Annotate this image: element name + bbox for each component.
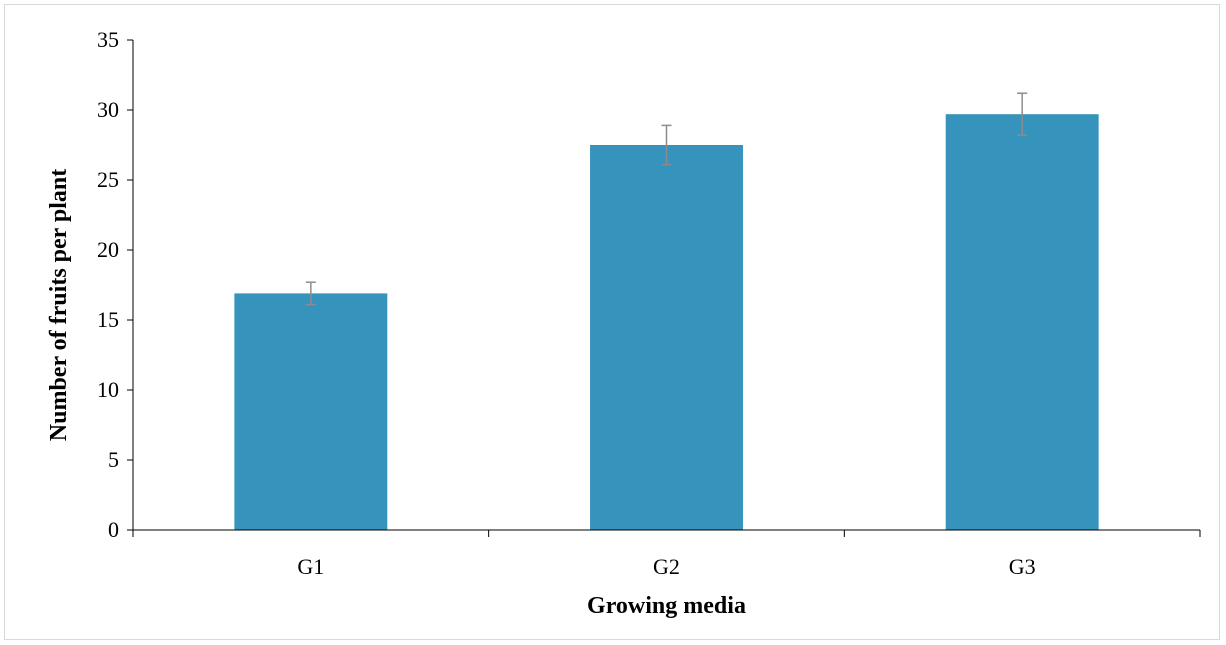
x-axis-title: Growing media (587, 593, 746, 619)
y-tick-label: 30 (97, 97, 119, 122)
axes-group (132, 40, 1200, 531)
x-tick-label: G1 (297, 554, 324, 579)
error-bars-group (305, 92, 1028, 306)
x-tick-label: G2 (653, 554, 680, 579)
y-tick-label: 0 (108, 517, 119, 542)
bars-group (234, 114, 1099, 530)
bar-g2 (590, 145, 743, 530)
y-tick-label: 10 (97, 377, 119, 402)
bar-g3 (945, 114, 1099, 530)
x-ticks-group: G1 G2 G3 (132, 530, 1201, 579)
y-tick-label: 25 (97, 167, 119, 192)
bar-g1 (234, 293, 388, 530)
y-axis-title: Number of fruits per plant (46, 169, 72, 441)
y-tick-label: 5 (108, 447, 119, 472)
x-tick-label: G3 (1009, 554, 1036, 579)
y-tick-label: 20 (97, 237, 119, 262)
y-tick-label: 15 (97, 307, 119, 332)
y-tick-label: 35 (97, 27, 119, 52)
y-ticks-group: 0 5 10 15 20 25 30 35 (97, 27, 133, 542)
